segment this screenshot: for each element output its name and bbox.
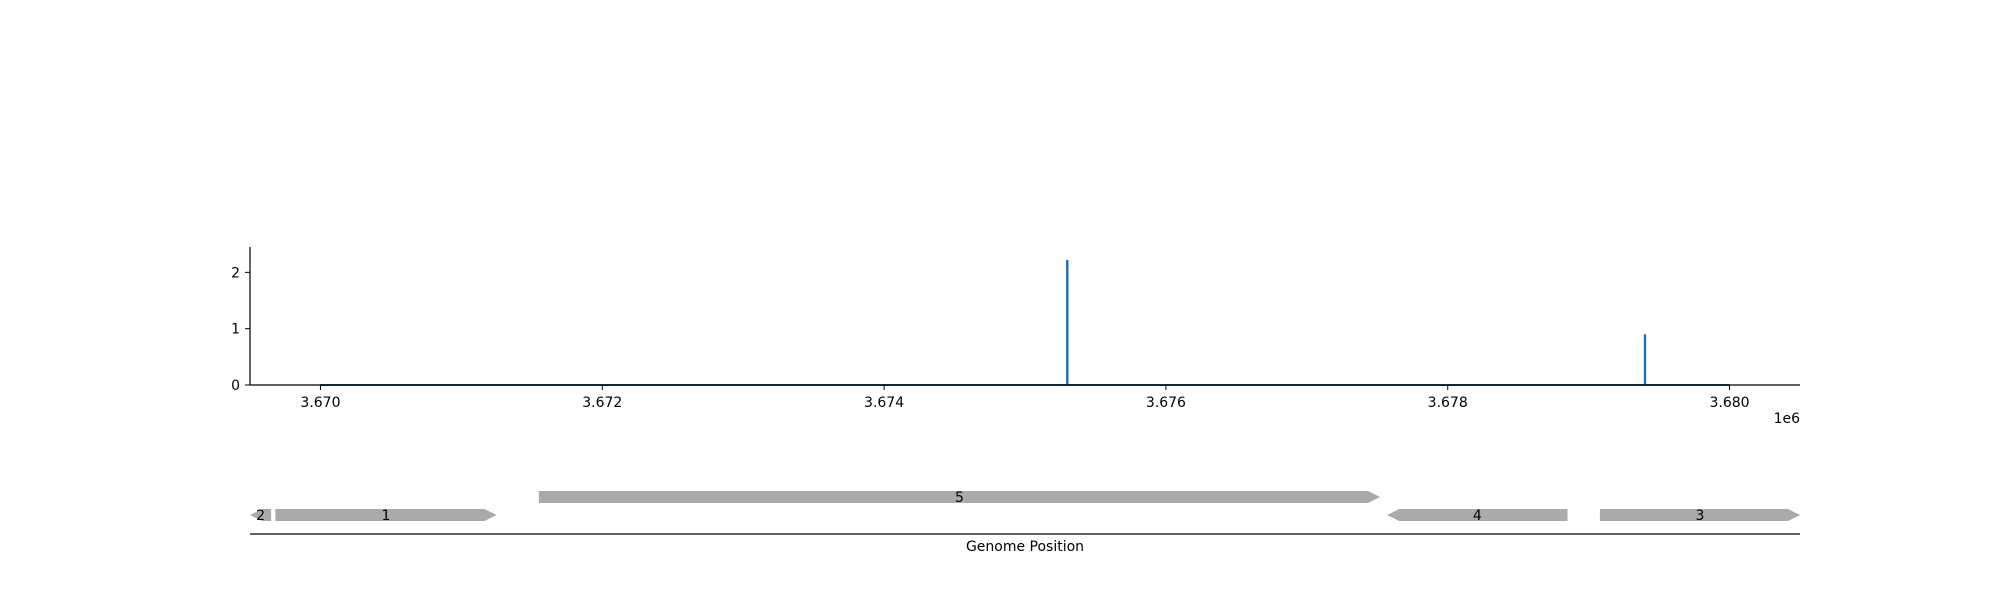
y-tick-label: 1	[231, 322, 240, 338]
x-tick-label: 3.676	[1146, 395, 1186, 411]
gene-4-label: 4	[1473, 508, 1482, 524]
gene-3-label: 3	[1695, 508, 1704, 524]
gene-1-shape	[275, 509, 497, 521]
gene-3-shape	[1599, 509, 1800, 521]
gene-shapes: 2 1 5 4 3	[250, 490, 1800, 524]
genome-position-label: Genome Position	[966, 539, 1084, 555]
y-ticks: 0 1 2	[231, 265, 250, 394]
gene-5-label: 5	[955, 490, 964, 506]
x-tick-label: 3.674	[864, 395, 904, 411]
gene-4-shape	[1387, 509, 1568, 521]
gene-track: 2 1 5 4 3 Genome Position	[250, 490, 1800, 555]
y-tick-label: 0	[231, 378, 240, 394]
y-tick-label: 2	[231, 265, 240, 281]
gene-5-shape	[538, 491, 1381, 503]
x-ticks: 3.670 3.672 3.674 3.676 3.678 3.680	[300, 385, 1750, 411]
gene-1-label: 1	[382, 508, 391, 524]
gene-2-label: 2	[256, 508, 265, 524]
x-tick-label: 3.678	[1428, 395, 1468, 411]
gene-2-shape	[250, 509, 272, 521]
x-tick-label: 3.670	[300, 395, 340, 411]
coverage-plot: 3.670 3.672 3.674 3.676 3.678 3.680 0 1 2 1e6	[231, 247, 1800, 427]
x-tick-label: 3.672	[582, 395, 622, 411]
coverage-series	[320, 259, 1730, 386]
x-tick-label: 3.680	[1709, 395, 1749, 411]
x-offset-label: 1e6	[1774, 411, 1801, 427]
